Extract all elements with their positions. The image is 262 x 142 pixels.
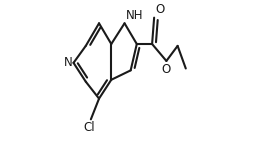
Text: Cl: Cl xyxy=(84,121,95,134)
Text: N: N xyxy=(63,56,72,69)
Text: O: O xyxy=(155,3,165,16)
Text: O: O xyxy=(162,63,171,76)
Text: NH: NH xyxy=(126,9,144,22)
